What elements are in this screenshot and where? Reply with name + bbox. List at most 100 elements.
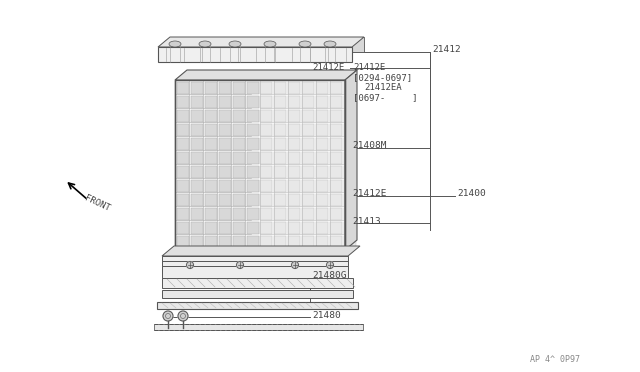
Polygon shape — [175, 80, 345, 250]
Polygon shape — [288, 82, 300, 94]
Polygon shape — [162, 266, 348, 278]
Polygon shape — [316, 194, 328, 206]
Polygon shape — [260, 180, 272, 192]
Polygon shape — [330, 152, 342, 164]
Polygon shape — [330, 236, 342, 248]
Polygon shape — [330, 124, 342, 136]
Polygon shape — [274, 124, 286, 136]
Polygon shape — [205, 180, 217, 192]
Polygon shape — [316, 236, 328, 248]
Polygon shape — [260, 124, 272, 136]
Polygon shape — [219, 152, 231, 164]
Polygon shape — [344, 110, 356, 122]
Polygon shape — [247, 138, 259, 150]
Polygon shape — [247, 180, 259, 192]
Polygon shape — [274, 152, 286, 164]
Polygon shape — [219, 110, 231, 122]
Text: 21412EA: 21412EA — [364, 83, 402, 93]
Polygon shape — [191, 138, 203, 150]
Polygon shape — [233, 110, 245, 122]
Polygon shape — [302, 110, 314, 122]
Polygon shape — [162, 278, 353, 288]
Polygon shape — [177, 180, 189, 192]
Polygon shape — [274, 166, 286, 178]
Polygon shape — [316, 180, 328, 192]
Polygon shape — [219, 180, 231, 192]
Text: 21412E: 21412E — [353, 64, 385, 73]
Polygon shape — [191, 82, 203, 94]
Polygon shape — [177, 236, 189, 248]
Polygon shape — [205, 208, 217, 220]
Ellipse shape — [324, 41, 336, 47]
Polygon shape — [274, 194, 286, 206]
Polygon shape — [302, 208, 314, 220]
Text: 21480: 21480 — [312, 311, 340, 320]
Polygon shape — [247, 96, 259, 108]
Polygon shape — [219, 166, 231, 178]
Polygon shape — [288, 152, 300, 164]
Polygon shape — [219, 222, 231, 234]
Polygon shape — [316, 110, 328, 122]
Polygon shape — [302, 222, 314, 234]
Polygon shape — [177, 222, 189, 234]
Polygon shape — [316, 96, 328, 108]
Polygon shape — [316, 152, 328, 164]
Polygon shape — [233, 180, 245, 192]
Polygon shape — [233, 152, 245, 164]
Polygon shape — [330, 166, 342, 178]
Polygon shape — [330, 96, 342, 108]
Polygon shape — [247, 194, 259, 206]
Polygon shape — [205, 166, 217, 178]
Polygon shape — [260, 194, 272, 206]
Polygon shape — [260, 166, 272, 178]
Ellipse shape — [169, 41, 181, 47]
Polygon shape — [260, 152, 272, 164]
Polygon shape — [247, 222, 259, 234]
Polygon shape — [344, 166, 356, 178]
Polygon shape — [205, 138, 217, 150]
Polygon shape — [175, 70, 357, 80]
Polygon shape — [157, 302, 358, 309]
Ellipse shape — [299, 41, 311, 47]
Polygon shape — [302, 180, 314, 192]
Polygon shape — [302, 82, 314, 94]
Polygon shape — [330, 82, 342, 94]
Polygon shape — [233, 166, 245, 178]
Polygon shape — [233, 236, 245, 248]
Polygon shape — [205, 222, 217, 234]
Polygon shape — [302, 166, 314, 178]
Polygon shape — [162, 256, 348, 268]
Polygon shape — [191, 110, 203, 122]
Polygon shape — [177, 166, 189, 178]
Text: 21413: 21413 — [352, 217, 381, 225]
Text: 21408M: 21408M — [352, 141, 387, 151]
Polygon shape — [233, 222, 245, 234]
Polygon shape — [330, 208, 342, 220]
Polygon shape — [344, 194, 356, 206]
Text: 21412: 21412 — [432, 45, 461, 55]
Polygon shape — [233, 138, 245, 150]
Polygon shape — [170, 37, 364, 52]
Polygon shape — [274, 82, 286, 94]
Polygon shape — [288, 208, 300, 220]
Polygon shape — [177, 110, 189, 122]
Polygon shape — [344, 222, 356, 234]
Text: [0294-0697]: [0294-0697] — [353, 74, 412, 83]
Polygon shape — [316, 138, 328, 150]
Polygon shape — [274, 222, 286, 234]
Polygon shape — [177, 124, 189, 136]
Polygon shape — [158, 37, 364, 47]
Polygon shape — [191, 180, 203, 192]
Polygon shape — [247, 236, 259, 248]
Polygon shape — [288, 194, 300, 206]
Polygon shape — [177, 96, 189, 108]
Polygon shape — [274, 180, 286, 192]
Polygon shape — [191, 166, 203, 178]
Polygon shape — [191, 124, 203, 136]
Circle shape — [163, 311, 173, 321]
Polygon shape — [177, 208, 189, 220]
Text: AP 4^ 0P97: AP 4^ 0P97 — [530, 356, 580, 365]
Polygon shape — [219, 82, 231, 94]
Polygon shape — [219, 236, 231, 248]
Circle shape — [326, 262, 333, 269]
